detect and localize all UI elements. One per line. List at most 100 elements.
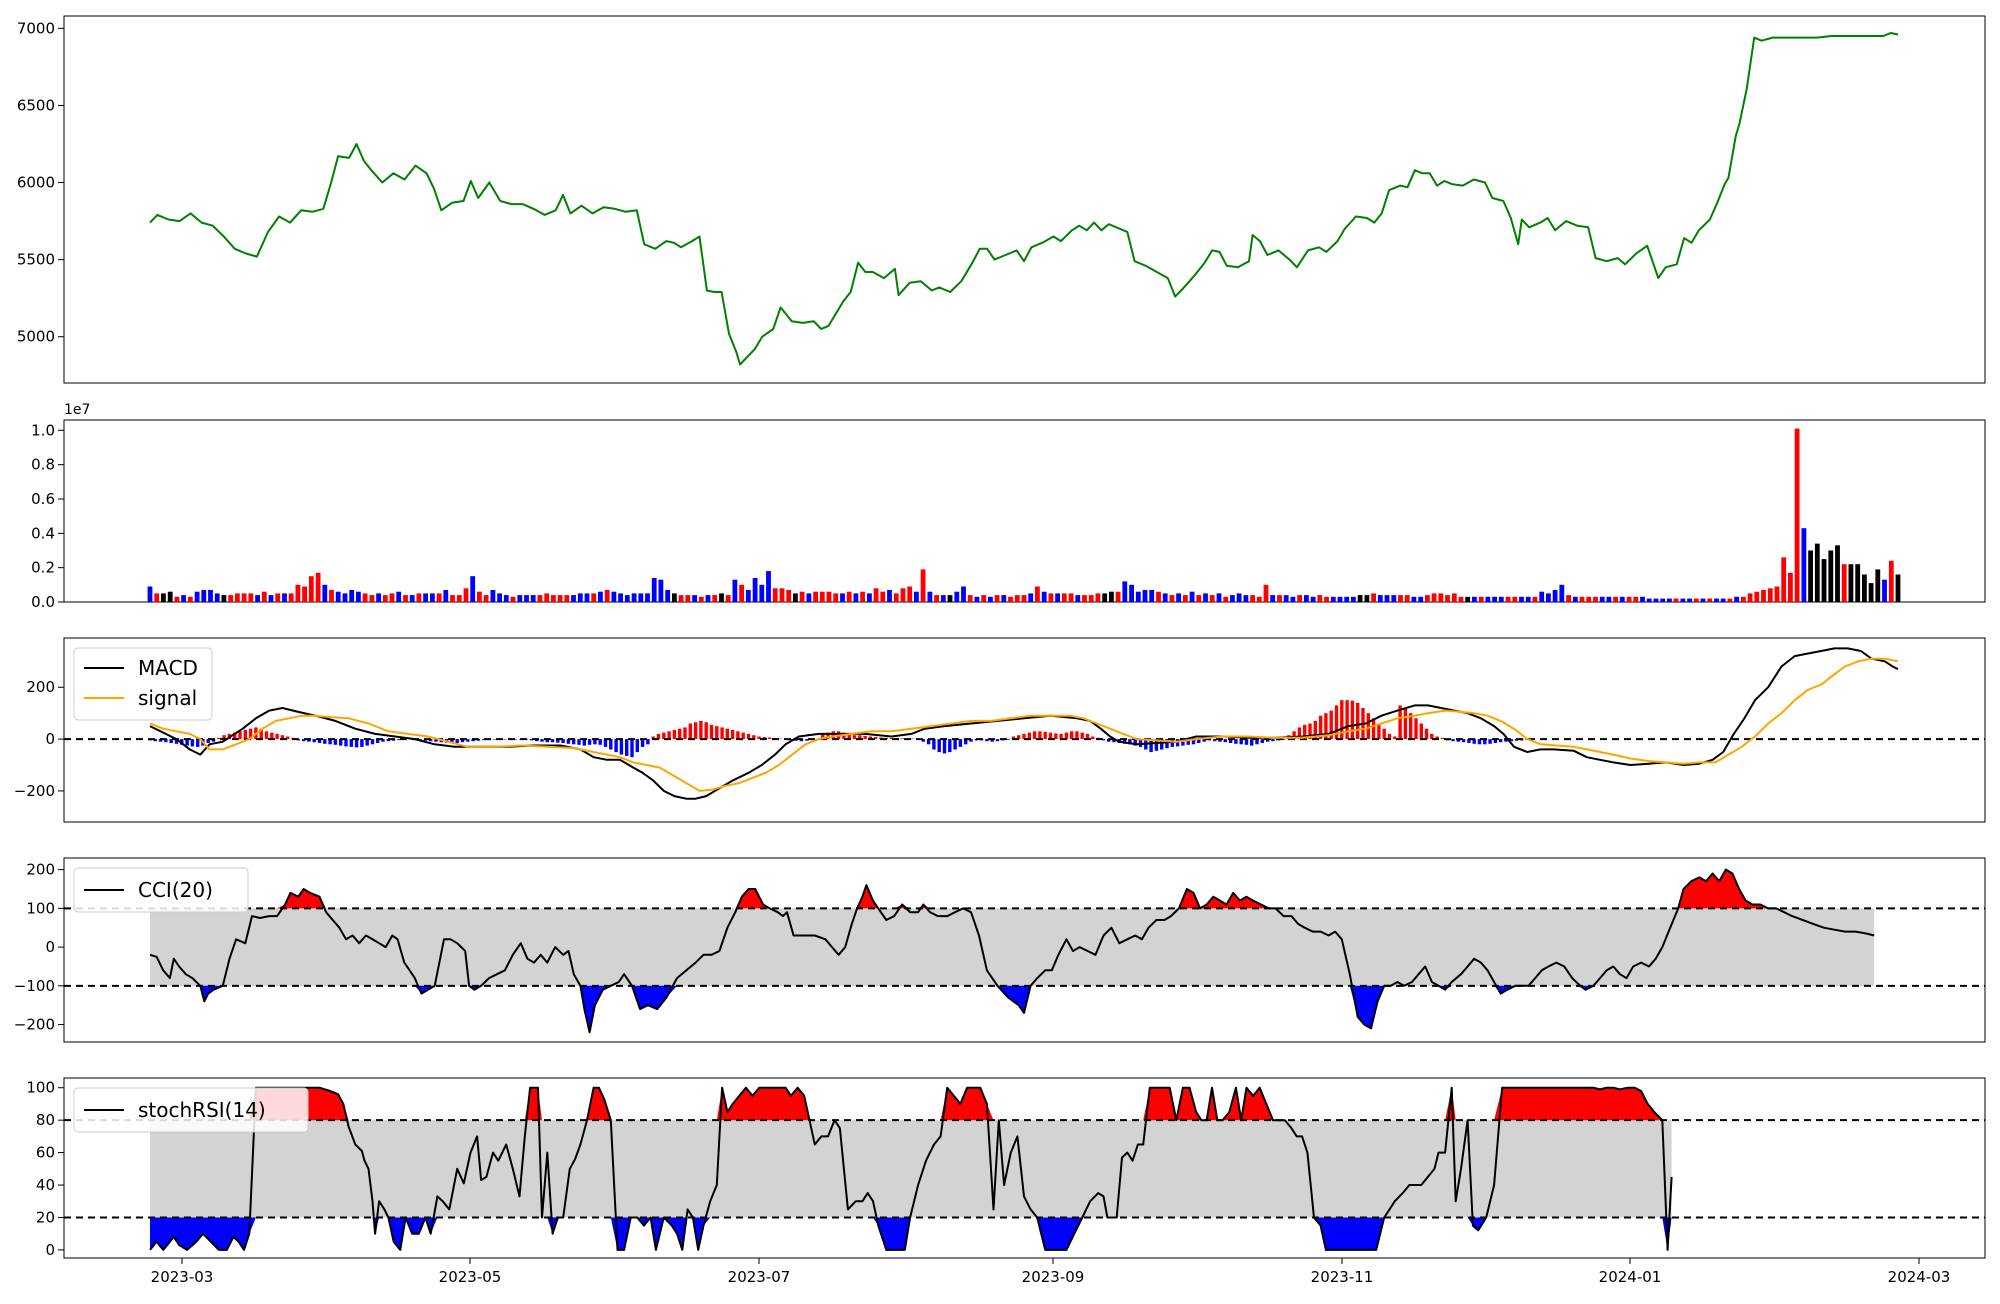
macd-histogram-bar	[275, 733, 279, 740]
macd-histogram-bar	[1239, 739, 1243, 745]
macd-histogram-bar	[683, 727, 687, 740]
cci-ytick-label: 200	[26, 861, 55, 879]
volume-ytick-label: 1.0	[31, 421, 55, 439]
volume-bar	[974, 596, 980, 602]
volume-bar	[477, 591, 482, 602]
macd-legend: MACD signal	[73, 647, 213, 721]
macd-histogram-bar	[1202, 739, 1206, 742]
cci-line	[149, 868, 1875, 1034]
volume-bar	[786, 590, 792, 602]
volume-bar	[423, 593, 428, 602]
volume-bar	[1122, 581, 1128, 602]
volume-bar	[1747, 593, 1753, 602]
volume-bar	[1243, 595, 1249, 602]
macd-histogram-bar	[1218, 739, 1222, 742]
volume-bar	[1189, 591, 1195, 602]
macd-legend-label: signal	[138, 686, 197, 710]
volume-bar	[1801, 528, 1807, 602]
macd-histogram-bar	[248, 728, 253, 740]
volume-bar	[1492, 596, 1497, 602]
macd-histogram-bar	[460, 739, 465, 743]
macd-histogram-bar	[180, 739, 184, 745]
volume-bar	[1142, 590, 1148, 602]
volume-bar	[887, 590, 892, 602]
macd-histogram-bar	[667, 731, 671, 740]
macd-histogram-bar	[656, 733, 661, 740]
volume-bar	[833, 593, 839, 602]
volume-bar	[1828, 550, 1834, 602]
volume-bar	[1351, 596, 1356, 602]
volume-bar	[1714, 598, 1719, 602]
volume-bar	[672, 593, 677, 602]
macd-histogram-bar	[153, 739, 157, 742]
price-panel-frame	[63, 15, 1986, 384]
volume-bar	[181, 595, 186, 602]
macd-histogram-bar	[1488, 739, 1492, 744]
macd-histogram-bar	[768, 737, 772, 740]
volume-bar	[1270, 595, 1276, 602]
stochrsi-ytick-label: 40	[36, 1176, 55, 1194]
volume-bar	[1613, 596, 1618, 602]
macd-histogram-bar	[1430, 733, 1434, 740]
macd-histogram-bar	[693, 722, 698, 739]
macd-histogram-bar	[1075, 731, 1079, 740]
macd-histogram-bar	[635, 739, 639, 753]
volume-bar	[1814, 543, 1820, 602]
macd-histogram-bar	[868, 736, 873, 740]
cci-ytick-label: −100	[14, 977, 55, 995]
volume-bar	[187, 596, 193, 602]
volume-ytick-label: 0.0	[31, 593, 55, 611]
volume-bar	[1431, 593, 1437, 602]
volume-bar	[1357, 595, 1363, 602]
macd-histogram-bar	[1006, 739, 1010, 740]
macd-histogram-bar	[323, 739, 327, 744]
volume-bar	[443, 590, 449, 602]
macd-histogram-bar	[778, 738, 782, 740]
macd-histogram-bar	[1080, 732, 1084, 740]
volume-bar	[1021, 595, 1027, 602]
volume-bar	[638, 593, 644, 602]
cci-panel-frame	[63, 857, 1986, 1043]
volume-bar	[1888, 560, 1894, 602]
macd-histogram-bar	[799, 739, 804, 742]
macd-histogram-bar	[831, 731, 835, 740]
macd-histogram-bar	[386, 739, 390, 742]
volume-bar	[409, 595, 415, 602]
volume-bar	[342, 593, 348, 602]
macd-histogram-bar	[646, 739, 650, 745]
price-ytick-label: 5000	[17, 328, 55, 346]
macd-histogram-bar	[1043, 731, 1047, 740]
volume-bar	[497, 593, 502, 602]
volume-bar	[255, 595, 260, 602]
volume-bar	[551, 595, 556, 602]
macd-histogram-bar	[1377, 723, 1381, 739]
stochrsi-ytick-label: 80	[36, 1111, 55, 1129]
volume-bar	[1451, 593, 1457, 602]
macd-legend-label: MACD	[138, 656, 198, 680]
volume-bar	[745, 590, 751, 602]
volume-bar	[1330, 596, 1336, 602]
macd-histogram-bar	[709, 724, 714, 740]
volume-bar	[1720, 598, 1726, 602]
volume-bar	[1572, 596, 1578, 602]
volume-bar	[335, 591, 341, 602]
cci-legend-label: CCI(20)	[138, 878, 213, 902]
macd-histogram-bar	[948, 739, 952, 753]
macd-histogram-bar	[450, 739, 454, 744]
volume-bar	[376, 593, 381, 602]
macd-histogram-bar	[572, 739, 576, 745]
volume-bar	[1236, 593, 1242, 602]
volume-bar	[147, 586, 153, 602]
macd-histogram-bar	[540, 739, 544, 742]
macd-histogram-bar	[577, 739, 581, 745]
volume-bar	[167, 591, 173, 602]
price-line	[149, 32, 1899, 366]
stochrsi-panel-frame	[63, 1077, 1986, 1259]
macd-histogram-bar	[482, 739, 486, 741]
volume-bar	[1256, 596, 1262, 602]
macd-histogram-bar	[662, 732, 666, 740]
volume-bar	[988, 596, 993, 602]
volume-bar	[1546, 593, 1551, 602]
macd-histogram-bar	[429, 739, 433, 742]
